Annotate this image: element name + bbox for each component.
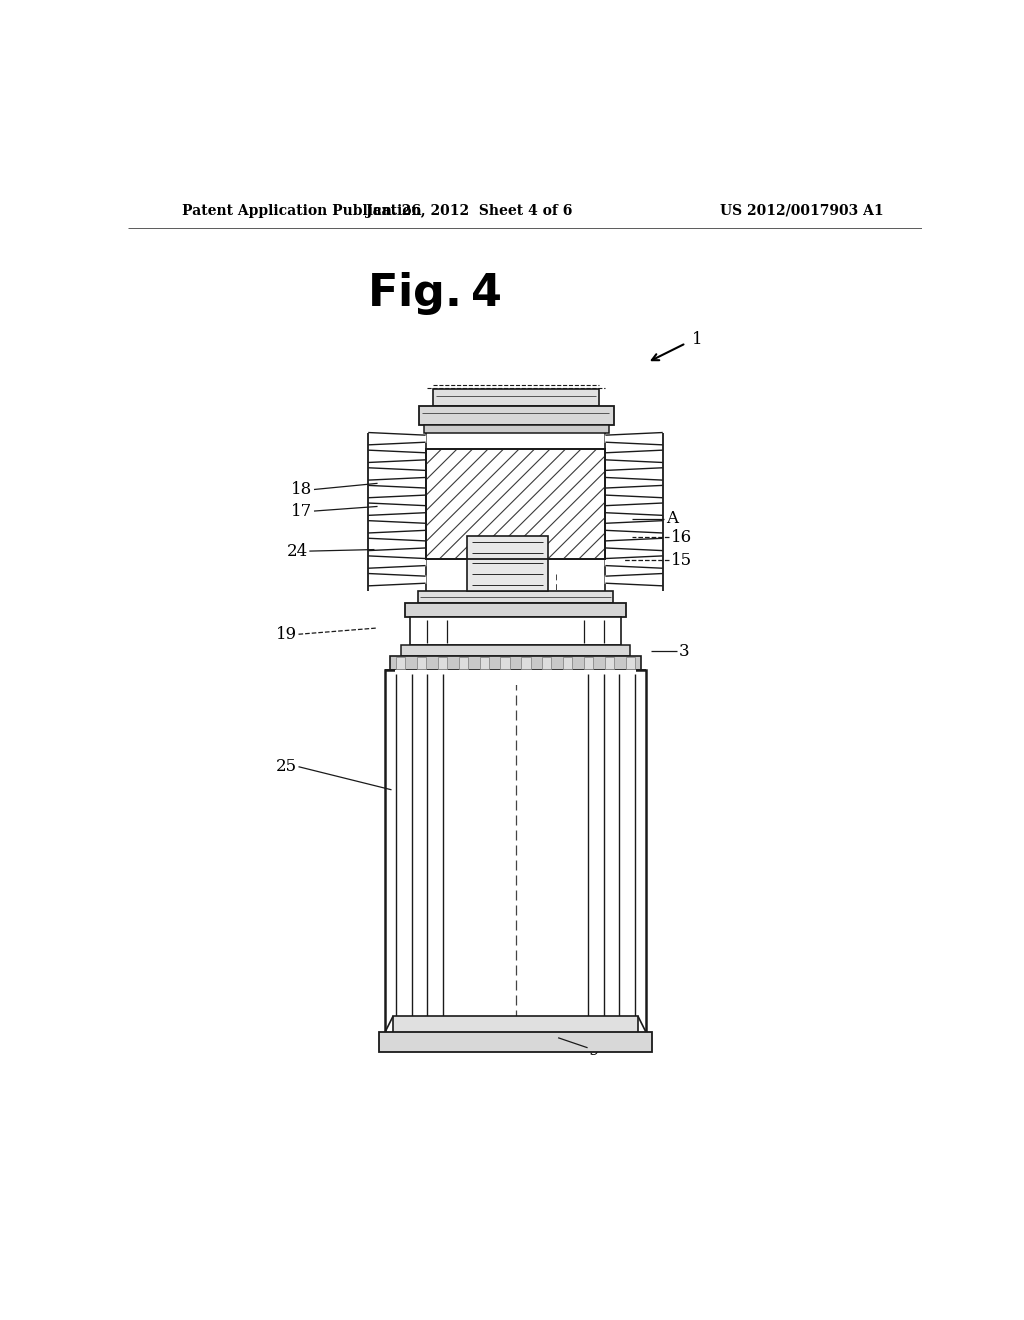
Bar [417,656,426,669]
Polygon shape [369,520,426,533]
Polygon shape [369,556,426,568]
Text: 9: 9 [589,1041,600,1059]
Bar [426,449,605,558]
Bar [400,645,630,656]
Polygon shape [605,486,663,498]
Bar [379,1032,652,1052]
Bar [396,656,406,669]
Bar [438,656,447,669]
Text: Jan. 26, 2012  Sheet 4 of 6: Jan. 26, 2012 Sheet 4 of 6 [366,203,572,218]
Bar [393,1016,638,1039]
Bar [406,603,626,618]
Bar [418,591,613,603]
Bar [419,405,614,425]
Polygon shape [605,556,663,568]
Bar [426,449,605,558]
Polygon shape [369,539,426,550]
Text: 1: 1 [692,331,702,348]
Bar [424,425,608,433]
Polygon shape [369,467,426,480]
Bar [394,669,636,685]
Text: 24: 24 [287,543,308,560]
Text: 17: 17 [291,503,312,520]
Polygon shape [369,573,426,586]
Text: 18: 18 [291,480,312,498]
Text: US 2012/0017903 A1: US 2012/0017903 A1 [721,203,884,218]
Polygon shape [605,573,663,586]
Polygon shape [605,520,663,533]
Bar [432,388,599,405]
Bar [626,656,635,669]
Text: 25: 25 [275,758,297,775]
Text: 19: 19 [275,626,297,643]
Bar [563,656,572,669]
Bar [459,656,468,669]
Polygon shape [605,503,663,515]
Bar [605,656,614,669]
Text: 15: 15 [671,552,691,569]
Bar [584,656,593,669]
Polygon shape [369,486,426,498]
Polygon shape [605,450,663,462]
Text: A: A [666,511,678,527]
Polygon shape [369,433,426,445]
Bar [410,618,621,645]
Bar [390,656,641,669]
Bar [501,656,510,669]
Bar [479,656,488,669]
Polygon shape [605,467,663,480]
Text: 3: 3 [678,643,689,660]
Polygon shape [605,433,663,445]
Polygon shape [605,539,663,550]
Bar [542,656,552,669]
Polygon shape [369,450,426,462]
Bar [521,656,530,669]
Polygon shape [369,503,426,515]
Text: Patent Application Publication: Patent Application Publication [182,203,422,218]
Text: $\mathit{\mathbf{Fig.4}}$: $\mathit{\mathbf{Fig.4}}$ [368,269,501,317]
Bar [385,669,646,1039]
Text: 16: 16 [671,529,691,545]
Bar [467,536,548,591]
